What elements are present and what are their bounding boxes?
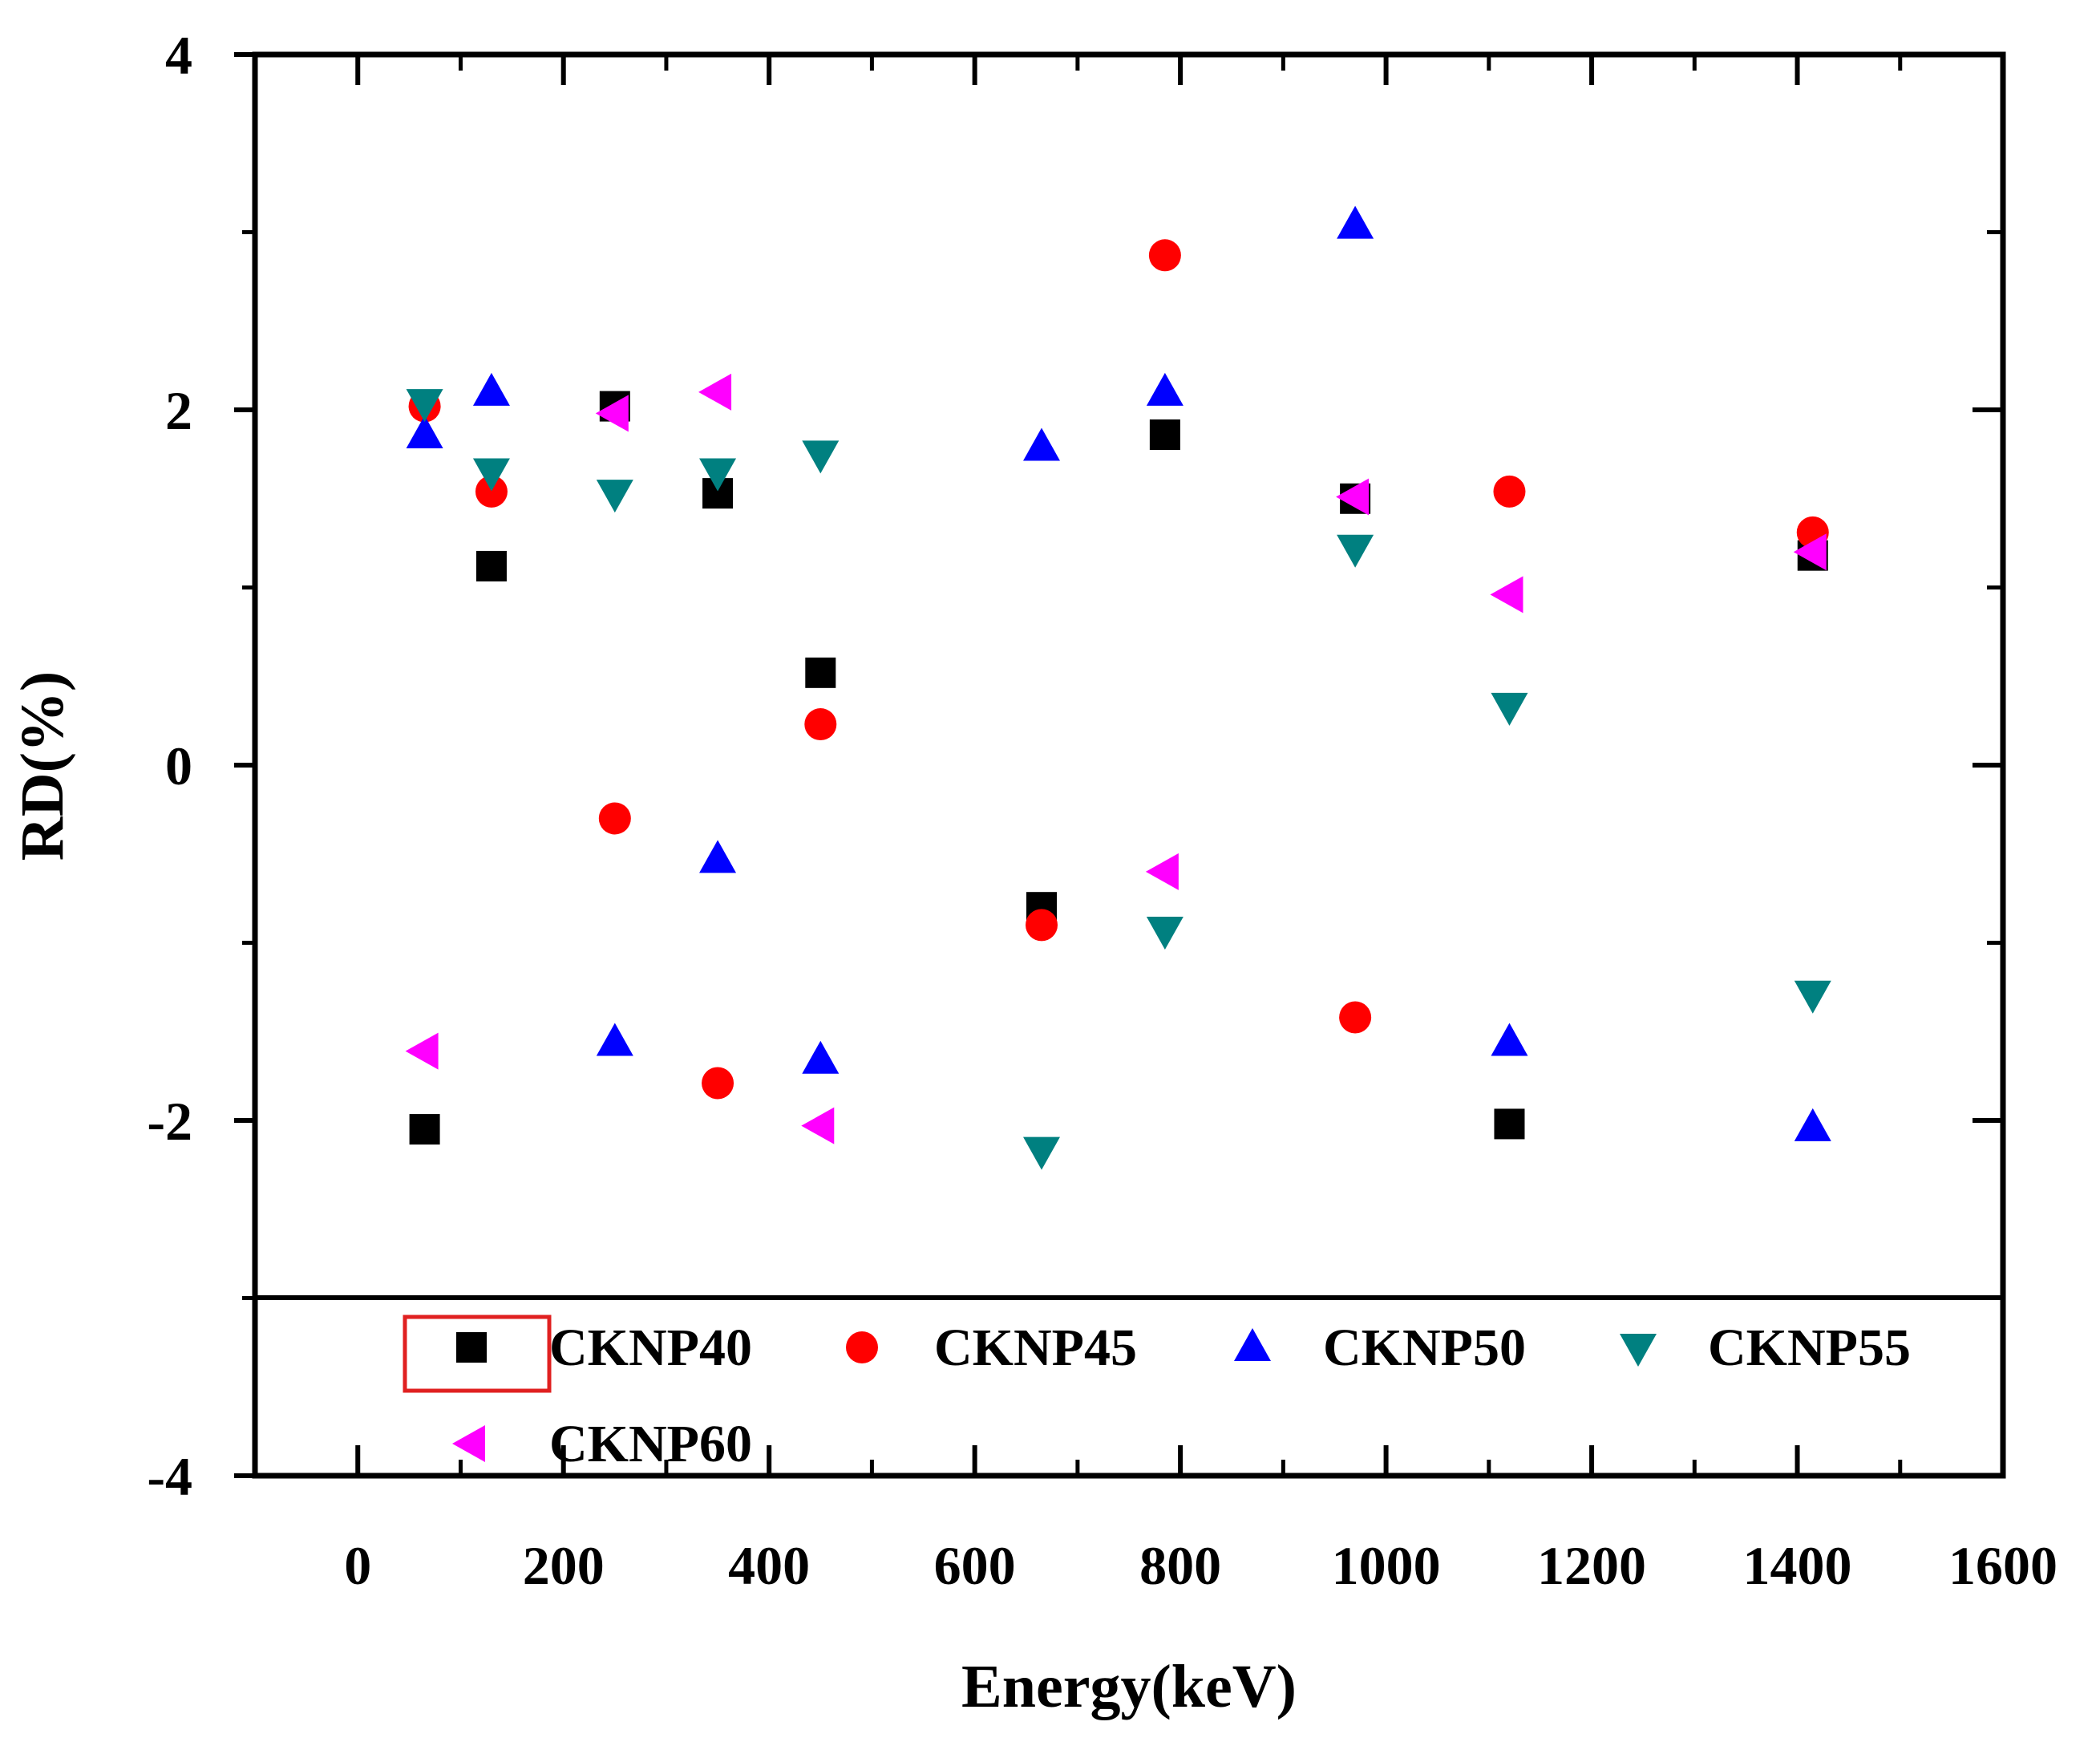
data-point-cknp45 [1339,1001,1372,1034]
data-point-cknp60 [1336,478,1370,516]
x-tick-label: 1600 [1948,1535,2058,1596]
data-point-cknp55 [472,458,510,492]
series-cknp40 [409,391,1828,1145]
data-point-cknp55 [1146,916,1184,950]
data-point-cknp40 [805,657,836,688]
data-point-cknp55 [699,458,737,492]
legend-item-cknp40: CKNP40 [456,1319,752,1377]
legend-marker-cknp45 [846,1331,878,1363]
data-point-cknp55 [406,389,443,423]
data-point-cknp45 [598,802,631,835]
data-point-cknp45 [804,708,837,741]
legend-item-cknp50: CKNP50 [1234,1319,1526,1377]
data-point-cknp50 [1491,1023,1528,1056]
data-point-cknp55 [1794,980,1831,1014]
data-point-cknp45 [702,1067,734,1100]
data-point-cknp55 [1491,692,1528,726]
x-tick-label: 1200 [1537,1535,1646,1596]
data-point-cknp45 [1026,909,1058,942]
data-point-cknp55 [596,480,633,513]
data-point-cknp55 [1023,1136,1060,1170]
data-point-cknp45 [1493,475,1526,508]
legend-marker-cknp55 [1620,1334,1657,1367]
data-point-cknp60 [801,1107,835,1144]
data-point-cknp50 [699,840,737,873]
x-tick-label: 600 [934,1535,1016,1596]
data-point-cknp50 [596,1023,633,1056]
y-tick-label: 2 [165,380,192,441]
legend-marker-cknp40 [456,1332,487,1363]
x-tick-label: 200 [523,1535,605,1596]
data-points [405,205,1831,1170]
legend-label-cknp50: CKNP50 [1323,1319,1526,1377]
legend-item-cknp60: CKNP60 [452,1415,752,1473]
legend: CKNP40 CKNP45 CKNP50 CKNP55 CKNP60 [452,1319,1911,1473]
series-cknp50 [406,205,1831,1141]
legend-label-cknp40: CKNP40 [549,1319,752,1377]
data-point-cknp40 [1494,1108,1525,1140]
y-tick-label: -4 [147,1446,192,1507]
legend-item-cknp45: CKNP45 [846,1319,1137,1377]
legend-label-cknp60: CKNP60 [549,1415,752,1473]
x-tick-label: 0 [344,1535,371,1596]
data-point-cknp50 [406,415,443,449]
series-cknp55 [406,389,1831,1170]
y-tick-label: 4 [165,25,192,86]
data-point-cknp45 [1148,239,1181,272]
series-cknp45 [408,239,1829,1100]
legend-item-cknp55: CKNP55 [1620,1319,1911,1377]
legend-marker-cknp60 [452,1425,485,1462]
x-axis-title: Energy(keV) [961,1653,1297,1720]
data-point-cknp55 [1337,534,1374,568]
legend-label-cknp45: CKNP45 [934,1319,1137,1377]
data-point-cknp40 [475,550,507,581]
y-axis-title: RD(%) [9,671,76,861]
legend-label-cknp55: CKNP55 [1708,1319,1911,1377]
data-point-cknp60 [1793,533,1827,571]
data-point-cknp40 [409,1114,440,1145]
data-point-cknp50 [472,372,510,406]
tick-labels: 0 200 400 600 800 1000 1200 1400 1600 -4 -2 0 2 4 [147,25,2058,1596]
data-point-cknp50 [1337,205,1374,239]
data-point-cknp50 [802,1040,840,1074]
data-point-cknp45 [475,475,508,508]
tick-marks [234,52,2005,1478]
data-point-cknp60 [1490,576,1523,614]
legend-selection-highlight [403,1315,552,1393]
legend-marker-cknp50 [1234,1328,1271,1361]
y-tick-label: 0 [165,735,192,796]
data-point-cknp60 [1145,853,1179,890]
x-tick-label: 800 [1139,1535,1221,1596]
data-point-cknp60 [405,1032,439,1070]
x-tick-label: 1000 [1332,1535,1441,1596]
data-point-cknp60 [698,373,732,411]
data-point-cknp60 [595,395,629,432]
data-point-cknp40 [1149,419,1180,451]
data-point-cknp50 [1146,372,1184,406]
data-point-cknp55 [802,440,840,474]
y-tick-label: -2 [147,1091,192,1152]
data-point-cknp50 [1023,427,1060,461]
plot-frame [252,51,2006,1479]
data-point-cknp50 [1794,1108,1831,1141]
x-tick-label: 1400 [1743,1535,1852,1596]
x-tick-label: 400 [728,1535,810,1596]
series-cknp60 [405,373,1827,1144]
